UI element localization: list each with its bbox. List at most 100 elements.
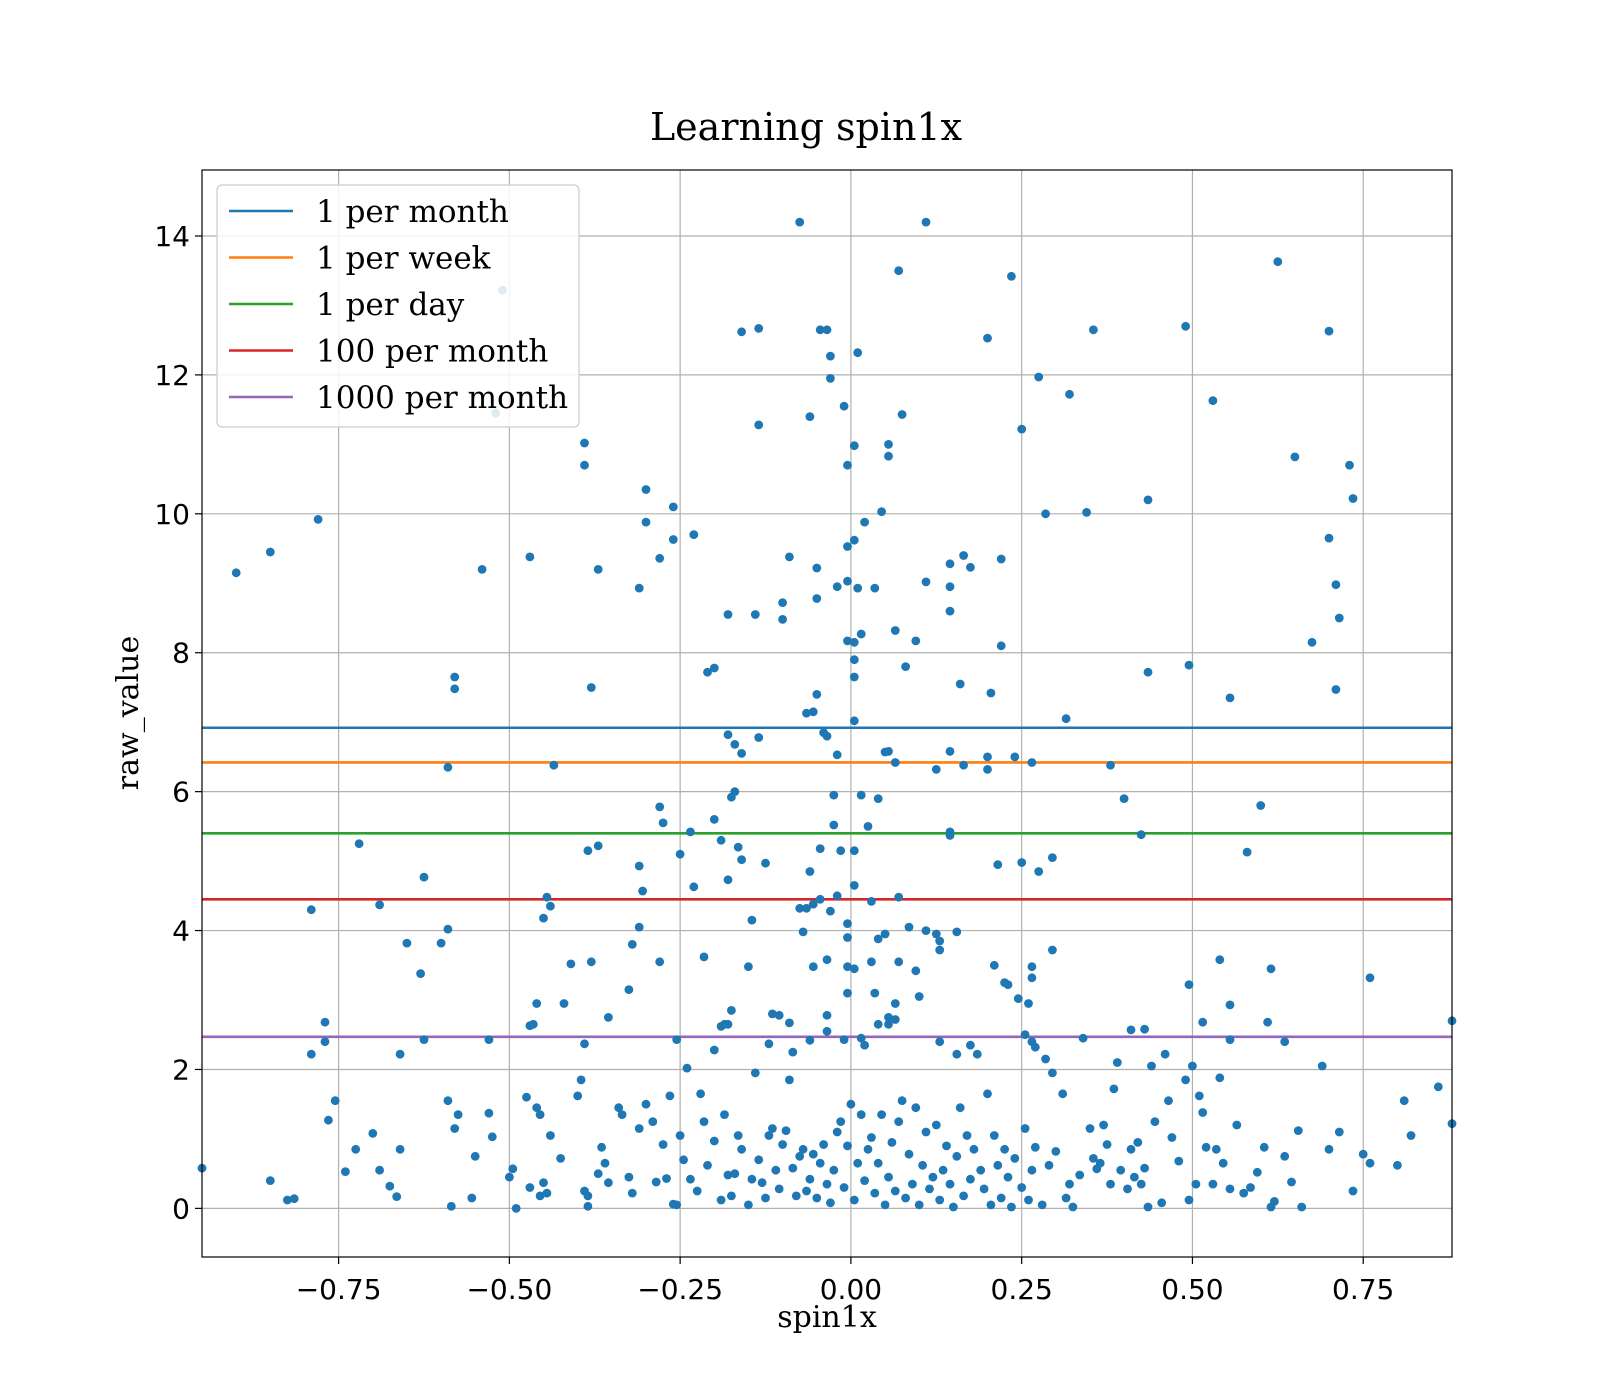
scatter-point xyxy=(839,401,849,411)
scatter-point xyxy=(658,1140,668,1149)
scatter-point xyxy=(1065,1179,1074,1189)
scatter-point xyxy=(638,886,647,896)
scatter-point xyxy=(385,1181,395,1191)
scatter-point xyxy=(1334,613,1344,623)
scatter-point xyxy=(966,1174,975,1184)
scatter-point xyxy=(665,1091,675,1101)
scatter-point xyxy=(979,1184,989,1194)
scatter-point xyxy=(614,1103,624,1113)
scatter-point xyxy=(1048,945,1057,955)
scatter-point xyxy=(890,1015,900,1024)
scatter-point xyxy=(1324,1144,1334,1154)
scatter-point xyxy=(419,872,429,882)
scatter-point xyxy=(921,926,931,935)
scatter-point xyxy=(802,1186,811,1196)
scatter-point xyxy=(867,1133,876,1142)
scatter-point xyxy=(651,1177,661,1187)
scatter-point xyxy=(849,535,859,545)
scatter-point xyxy=(1365,973,1375,983)
scatter-point xyxy=(1225,1184,1235,1194)
scatter-point xyxy=(969,1144,979,1154)
scatter-point xyxy=(1140,1024,1149,1034)
scatter-point xyxy=(634,922,644,932)
scatter-point xyxy=(1331,685,1341,694)
scatter-point xyxy=(443,924,453,934)
y-tick-label: 2 xyxy=(172,1053,190,1086)
scatter-point xyxy=(586,957,596,967)
scatter-point xyxy=(873,1019,883,1029)
scatter-point xyxy=(539,913,548,923)
scatter-point xyxy=(737,1144,746,1154)
scatter-point xyxy=(1133,1138,1143,1147)
scatter-point xyxy=(733,1131,743,1140)
scatter-point xyxy=(450,1124,460,1133)
scatter-point xyxy=(593,841,603,851)
scatter-point xyxy=(781,1126,791,1135)
scatter-point xyxy=(709,1045,719,1055)
scatter-point xyxy=(867,957,876,967)
scatter-point xyxy=(877,507,886,517)
scatter-point xyxy=(419,1035,429,1044)
scatter-point xyxy=(795,217,805,227)
scatter-point xyxy=(306,905,316,915)
scatter-point xyxy=(983,765,992,774)
legend-label: 1 per week xyxy=(316,241,491,277)
scatter-point xyxy=(945,559,955,569)
scatter-point xyxy=(283,1195,292,1205)
scatter-point xyxy=(723,1019,733,1029)
scatter-point xyxy=(778,1140,787,1149)
scatter-point xyxy=(877,1110,886,1119)
scatter-point xyxy=(849,637,859,647)
scatter-point xyxy=(703,1160,712,1170)
scatter-point xyxy=(1239,1188,1249,1198)
scatter-point xyxy=(1266,964,1276,974)
scatter-point xyxy=(931,1120,941,1130)
scatter-point xyxy=(1048,853,1057,862)
scatter-point xyxy=(1068,1202,1078,1212)
scatter-point xyxy=(583,846,593,856)
scatter-point xyxy=(1020,1124,1030,1133)
scatter-point xyxy=(808,899,818,909)
scatter-point xyxy=(870,1188,880,1198)
scatter-point xyxy=(894,1117,904,1126)
scatter-point xyxy=(744,962,753,972)
scatter-point xyxy=(832,750,842,760)
scatter-point xyxy=(935,936,945,946)
scatter-point xyxy=(1358,1149,1368,1159)
scatter-point xyxy=(1020,1030,1030,1040)
scatter-point xyxy=(1215,955,1225,965)
scatter-point xyxy=(1037,1200,1047,1210)
scatter-point xyxy=(836,1117,846,1126)
scatter-point xyxy=(1167,1133,1177,1142)
scatter-point xyxy=(849,655,859,665)
scatter-point xyxy=(1218,1158,1228,1168)
scatter-point xyxy=(730,1169,740,1179)
x-tick-label: 0.00 xyxy=(820,1273,882,1306)
scatter-point xyxy=(754,1155,764,1165)
scatter-point xyxy=(1007,271,1016,281)
scatter-point xyxy=(894,957,904,967)
scatter-point xyxy=(750,1068,760,1078)
scatter-point xyxy=(1208,396,1218,405)
scatter-point xyxy=(727,1191,736,1201)
scatter-point xyxy=(911,1103,921,1113)
scatter-point xyxy=(921,1127,931,1137)
scatter-point xyxy=(723,1170,733,1180)
scatter-point xyxy=(542,1188,552,1198)
scatter-point xyxy=(1211,1144,1221,1154)
scatter-point xyxy=(1150,1117,1160,1126)
scatter-point xyxy=(1393,1160,1402,1170)
scatter-point xyxy=(668,502,678,512)
scatter-point xyxy=(901,1193,910,1203)
x-tick-label: −0.50 xyxy=(466,1273,552,1306)
y-tick-label: 10 xyxy=(154,498,190,531)
scatter-point xyxy=(815,325,825,335)
scatter-point xyxy=(313,515,323,524)
scatter-point xyxy=(580,460,589,470)
scatter-point xyxy=(785,1018,794,1028)
scatter-point xyxy=(826,374,835,383)
scatter-point xyxy=(870,583,880,593)
scatter-point xyxy=(884,440,893,449)
scatter-point xyxy=(655,957,665,967)
